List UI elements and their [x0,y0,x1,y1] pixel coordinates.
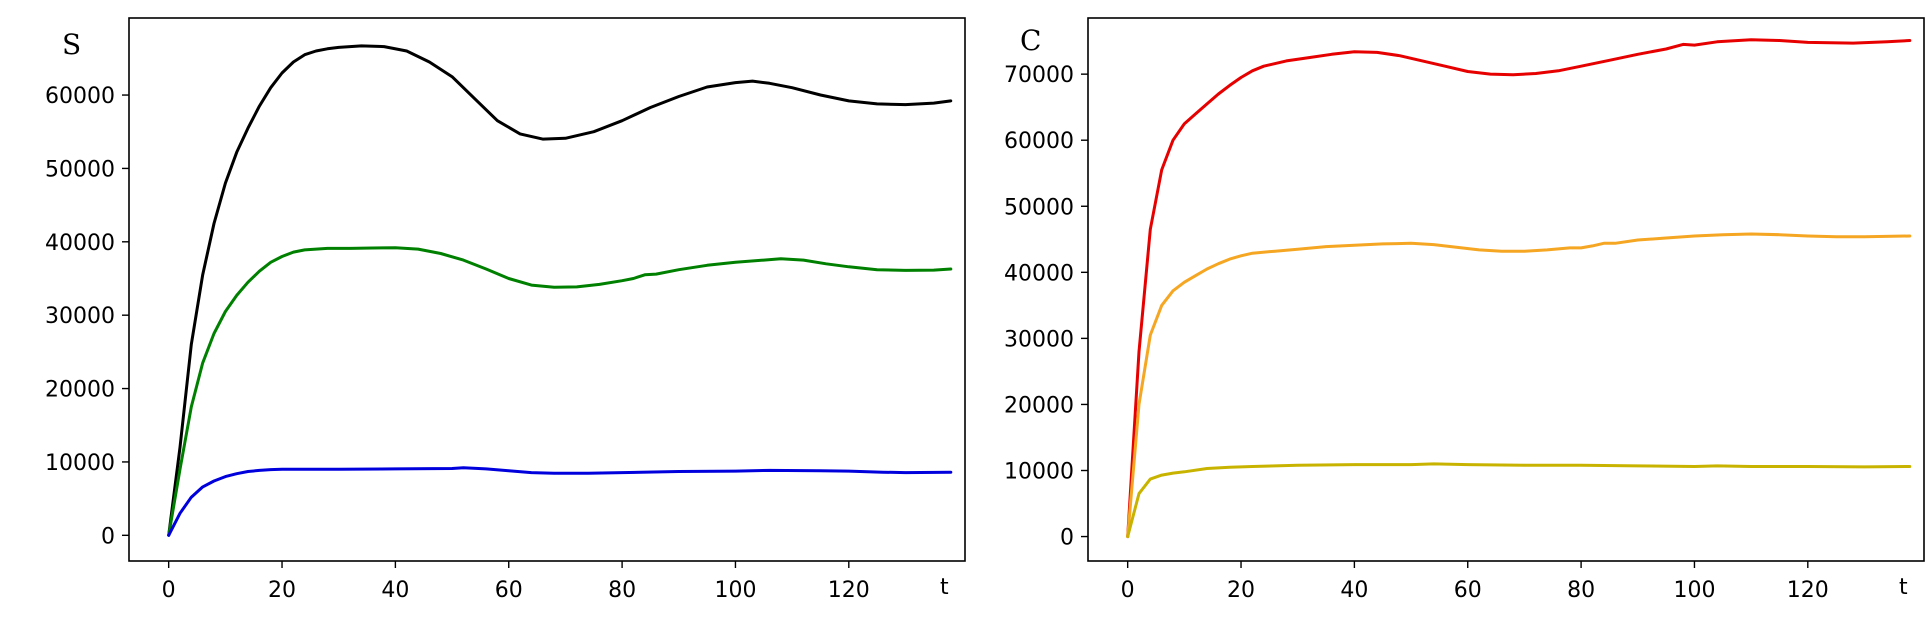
x-tick-label: 20 [268,578,296,603]
y-tick-label: 50000 [1004,195,1074,220]
x-axis-label: t [1899,575,1908,600]
x-tick-label: 0 [1121,578,1135,603]
y-axis-label: S [62,28,81,61]
y-tick-label: 40000 [1004,261,1074,286]
plot-frame [128,17,966,562]
series-line-3 [167,466,953,537]
y-tick-label: 50000 [45,157,115,182]
x-tick-label: 40 [1340,578,1368,603]
x-tick-label: 80 [608,578,636,603]
plot-frame [1087,17,1925,562]
y-tick-label: 30000 [1004,327,1074,352]
x-tick-label: 100 [714,578,756,603]
y-tick-label: 70000 [1004,63,1074,88]
y-tick-label: 0 [101,524,115,549]
x-tick-label: 0 [162,578,176,603]
y-tick-label: 10000 [45,451,115,476]
x-tick-label: 20 [1227,578,1255,603]
y-tick-label: 60000 [45,84,115,109]
x-tick-label: 100 [1673,578,1715,603]
x-tick-label: 120 [1787,578,1829,603]
y-tick-label: 30000 [45,304,115,329]
y-tick-label: 10000 [1004,460,1074,485]
series-line-2 [167,246,953,537]
y-axis-label: C [1020,24,1041,57]
x-tick-label: 40 [381,578,409,603]
x-tick-label: 120 [828,578,870,603]
series-line-2 [1126,232,1912,539]
x-tick-label: 60 [1454,578,1482,603]
y-tick-label: 40000 [45,231,115,256]
chart-panel-c: 0 20 40 60 80 100 120 0 10000 20000 30000 40000 5000… [1004,17,1925,603]
x-tick-label: 60 [495,578,523,603]
series-line-3 [1126,462,1912,539]
y-tick-label: 20000 [1004,393,1074,418]
x-axis-label: t [940,575,949,600]
y-tick-label: 0 [1060,526,1074,551]
y-tick-label: 20000 [45,378,115,403]
chart-panel-s: 0 20 40 60 80 100 120 0 10000 20000 30000 40000 5000… [45,17,966,603]
y-tick-label: 60000 [1004,129,1074,154]
series-line-1 [167,44,953,537]
x-tick-label: 80 [1567,578,1595,603]
series-line-1 [1126,38,1912,539]
